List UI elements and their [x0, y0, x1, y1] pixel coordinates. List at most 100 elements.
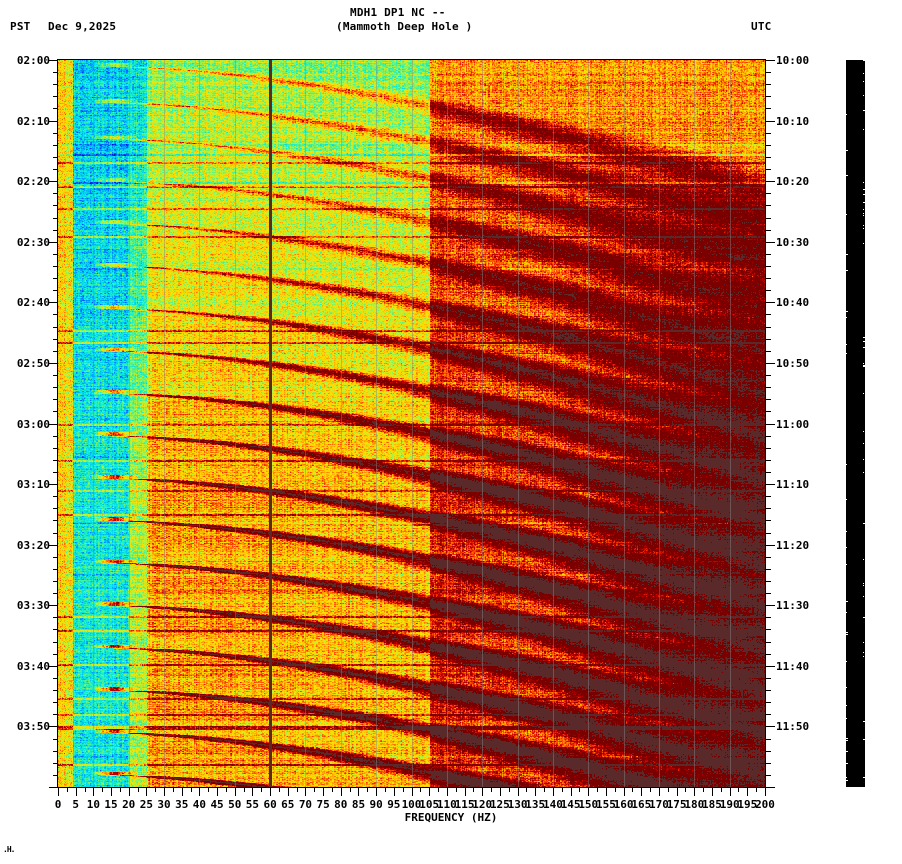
y-tick-right [766, 60, 775, 61]
x-axis-label: 175 [666, 798, 687, 811]
saturation-bar-speckle [846, 175, 848, 176]
x-axis-label: 65 [281, 798, 295, 811]
x-axis-label: 110 [436, 798, 457, 811]
y-axis-label-utc: 10:20 [776, 175, 810, 189]
y-tick-left [53, 714, 58, 715]
x-axis-label: 145 [560, 798, 581, 811]
y-axis-label-utc: 11:10 [776, 478, 810, 492]
y-tick-right [766, 121, 775, 122]
x-tick [412, 788, 413, 796]
x-tick [120, 788, 121, 792]
saturation-bar-speckle [863, 213, 864, 214]
spectrogram-plot-area [58, 60, 765, 787]
y-tick-left [53, 72, 58, 73]
x-axis-label: 10 [86, 798, 100, 811]
axis-line-bottom [57, 787, 766, 788]
x-tick [182, 788, 183, 796]
x-tick [164, 788, 165, 796]
y-axis-label-pst: 03:20 [16, 538, 50, 552]
saturation-bar-speckle [863, 656, 864, 657]
saturation-bar-speckle [863, 73, 864, 74]
saturation-bar-speckle [863, 110, 865, 111]
y-tick-left [53, 230, 58, 231]
saturation-bar-speckle [863, 202, 865, 203]
saturation-bar-speckle [863, 652, 864, 653]
x-tick [173, 788, 174, 792]
y-tick-right [766, 266, 771, 267]
y-tick-left [53, 339, 58, 340]
saturation-bar-speckle [863, 95, 864, 96]
y-tick-right [766, 581, 771, 582]
saturation-bar-speckle [846, 214, 847, 215]
x-tick [76, 788, 77, 796]
x-tick [588, 788, 589, 796]
y-tick-left [53, 629, 58, 630]
x-axis-label: 185 [702, 798, 722, 811]
saturation-bar-speckle [846, 464, 847, 465]
x-tick [208, 788, 209, 792]
saturation-bar-speckle [846, 705, 847, 706]
y-tick-left [53, 290, 58, 291]
header-timezone-right: UTC [751, 20, 772, 33]
x-tick [491, 788, 492, 792]
y-tick-left [53, 448, 58, 449]
y-tick-right [766, 230, 771, 231]
x-tick [624, 788, 625, 796]
y-tick-left [53, 751, 58, 752]
y-axis-label-pst: 02:10 [16, 114, 50, 128]
y-tick-right [766, 472, 771, 473]
y-tick-right [766, 569, 771, 570]
x-tick [747, 788, 748, 796]
saturation-bar-speckle [863, 721, 865, 722]
saturation-bar-speckle [863, 739, 865, 740]
saturation-bar-speckle [863, 443, 864, 444]
y-tick-right [766, 787, 775, 788]
x-tick [270, 788, 271, 796]
x-tick [403, 788, 404, 792]
x-tick [420, 788, 421, 792]
x-axis-label: 90 [369, 798, 383, 811]
saturation-bar-speckle [846, 632, 848, 633]
y-tick-right [766, 290, 771, 291]
y-tick-left [49, 121, 58, 122]
y-tick-right [766, 399, 771, 400]
saturation-bar-speckle [863, 777, 865, 778]
x-tick [535, 788, 536, 796]
saturation-bar-speckle [863, 215, 864, 216]
x-tick [385, 788, 386, 792]
saturation-bar-speckle [863, 431, 864, 432]
x-tick [465, 788, 466, 796]
x-axis-label: 180 [684, 798, 705, 811]
y-tick-right [766, 726, 775, 727]
y-tick-right [766, 157, 771, 158]
saturation-bar-speckle [846, 718, 847, 719]
y-tick-left [49, 181, 58, 182]
saturation-bar-speckle [846, 564, 847, 565]
y-axis-label-utc: 11:30 [776, 599, 810, 613]
y-axis-label-pst: 03:40 [16, 659, 50, 673]
saturation-bar-speckle [863, 459, 864, 460]
y-tick-left [53, 702, 58, 703]
x-axis-label: 15 [104, 798, 118, 811]
y-tick-left [53, 569, 58, 570]
saturation-bar-speckle [863, 366, 865, 367]
y-tick-left [53, 327, 58, 328]
y-tick-right [766, 545, 775, 546]
saturation-bar-speckle [846, 270, 848, 271]
saturation-bar-speckle [863, 341, 865, 342]
saturation-bar-speckle [863, 559, 864, 560]
y-tick-left [53, 351, 58, 352]
y-tick-left [53, 460, 58, 461]
header-timezone-left: PST [10, 20, 31, 33]
y-axis-label-pst: 02:30 [16, 235, 50, 249]
x-tick [553, 788, 554, 796]
x-tick [350, 788, 351, 792]
x-tick [571, 788, 572, 796]
x-tick [500, 788, 501, 796]
y-tick-left [49, 666, 58, 667]
x-tick [650, 788, 651, 792]
x-axis-label: 170 [649, 798, 669, 811]
corner-artifact-mark: .H. [3, 845, 15, 854]
saturation-bar-speckle [863, 585, 864, 586]
y-tick-left [49, 545, 58, 546]
